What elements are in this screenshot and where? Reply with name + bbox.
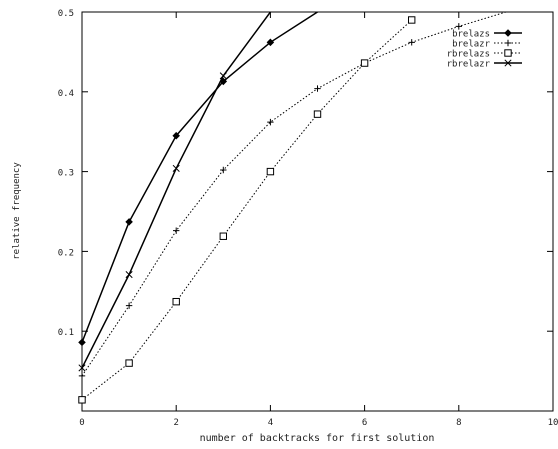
- y-axis-label: relative frequency: [12, 162, 22, 260]
- x-tick-label: 8: [456, 418, 461, 428]
- data-point-marker: [266, 167, 275, 176]
- data-point-marker: [125, 270, 133, 279]
- data-point-marker: [173, 227, 180, 234]
- series-line: [82, 12, 507, 377]
- data-point-marker: [219, 72, 227, 80]
- data-point-marker: [125, 302, 133, 309]
- data-point-marker: [172, 297, 180, 306]
- x-tick-label: 0: [79, 418, 84, 428]
- data-point-marker: [78, 396, 86, 404]
- data-point-marker: [78, 372, 86, 380]
- series-layer: [78, 12, 507, 404]
- data-point-marker: [504, 29, 512, 37]
- legend-label: rbrelazr: [447, 60, 491, 70]
- data-point-marker: [172, 164, 180, 172]
- data-point-marker: [266, 38, 275, 47]
- data-point-marker: [172, 131, 180, 140]
- series-brelazs: [78, 12, 318, 347]
- x-axis-label: number of backtracks for first solution: [200, 433, 435, 444]
- y-tick-label: 0.1: [58, 328, 74, 338]
- y-tick-label: 0.2: [58, 248, 74, 258]
- data-point-marker: [504, 59, 512, 67]
- axis-ticks: 0 2 4 6 8 10 0.1 0.2 0.3 0.4 0.5: [58, 9, 558, 428]
- data-point-marker: [360, 59, 369, 67]
- y-tick-label: 0.4: [58, 89, 74, 99]
- data-point-marker: [125, 218, 133, 226]
- series-line: [82, 19, 413, 401]
- y-tick-label: 0.3: [58, 169, 74, 179]
- series-rbrelazs: [78, 16, 416, 404]
- series-rbrelazr: [78, 12, 272, 372]
- data-point-marker: [219, 232, 228, 240]
- x-tick-label: 2: [173, 418, 178, 428]
- plot-frame: [81, 11, 554, 412]
- legend-label: rbrelazs: [447, 50, 490, 60]
- data-point-marker: [313, 110, 322, 118]
- x-tick-label: 6: [362, 418, 367, 428]
- data-point-marker: [504, 49, 512, 57]
- data-point-marker: [314, 85, 321, 92]
- data-point-marker: [220, 166, 227, 174]
- data-point-marker: [504, 39, 512, 47]
- data-point-marker: [267, 118, 274, 126]
- data-point-marker: [125, 359, 133, 367]
- data-point-marker: [78, 364, 86, 372]
- legend-label: brelazs: [452, 30, 490, 40]
- legend-label: brelazr: [452, 40, 491, 50]
- data-point-marker: [408, 16, 416, 24]
- x-tick-label: 10: [548, 418, 558, 428]
- x-tick-label: 4: [268, 418, 273, 428]
- data-point-marker: [455, 23, 462, 30]
- series-line: [82, 12, 318, 343]
- y-tick-label: 0.5: [58, 9, 74, 19]
- data-point-marker: [78, 338, 86, 347]
- data-point-marker: [408, 39, 415, 46]
